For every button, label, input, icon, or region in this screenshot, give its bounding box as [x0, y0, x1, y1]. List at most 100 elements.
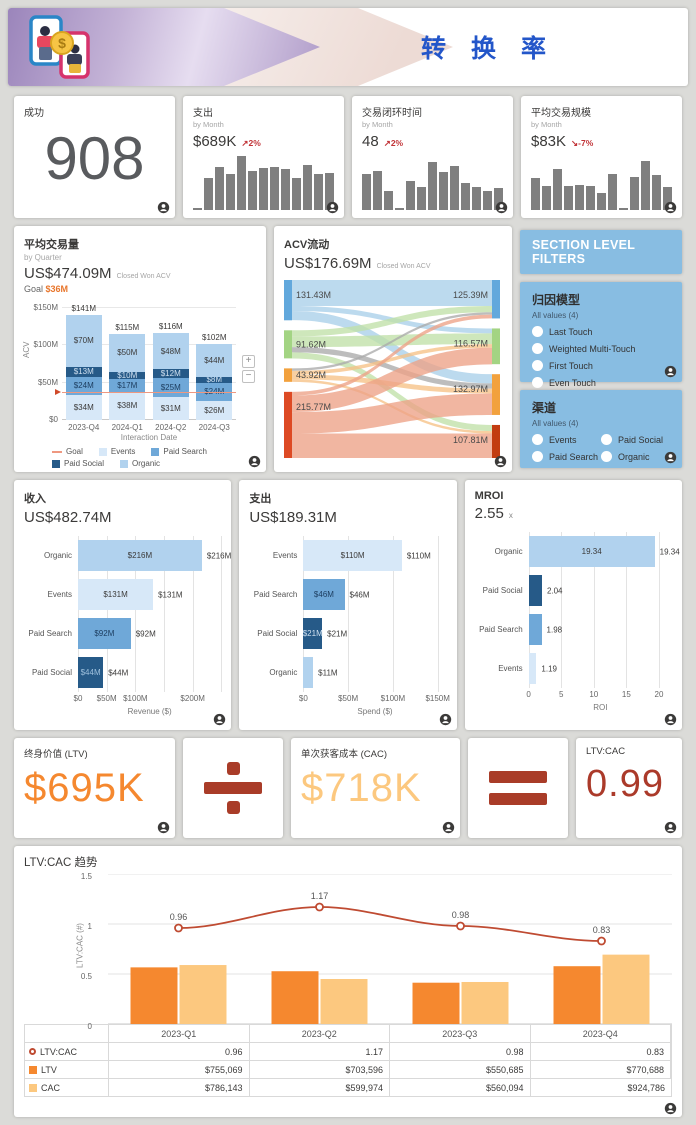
radio-button[interactable] [601, 434, 612, 445]
spark-bar[interactable] [384, 191, 393, 210]
zoom-out-button[interactable]: − [242, 370, 255, 384]
ratio-point[interactable] [174, 923, 183, 933]
spark-bar[interactable] [193, 207, 202, 210]
spark-bar[interactable] [564, 185, 573, 210]
bar[interactable] [528, 653, 537, 684]
person-icon[interactable] [664, 1102, 677, 1115]
ratio-point[interactable] [315, 902, 324, 912]
person-icon[interactable] [326, 201, 339, 214]
bar-segment-events[interactable]: $34M [65, 394, 102, 420]
ltv-bar[interactable] [271, 971, 319, 1024]
bar-segment-organic[interactable]: $50M [109, 334, 146, 372]
bar[interactable]: 19.34 [528, 536, 655, 567]
spark-bar[interactable] [215, 166, 224, 210]
sankey-flow[interactable] [292, 306, 492, 337]
spark-bar[interactable] [428, 162, 437, 210]
bar[interactable] [528, 575, 542, 606]
spark-bar[interactable] [417, 186, 426, 210]
ratio-line[interactable] [178, 906, 602, 942]
sankey-node[interactable] [492, 280, 500, 319]
spark-bar[interactable] [314, 174, 323, 210]
spark-bar[interactable] [325, 172, 334, 210]
person-icon[interactable] [664, 451, 677, 464]
sankey-flow[interactable] [292, 347, 492, 413]
sankey-flow[interactable] [292, 280, 492, 307]
spark-bar[interactable] [362, 174, 371, 210]
sankey-flow[interactable] [292, 344, 492, 375]
person-icon[interactable] [495, 201, 508, 214]
bar-segment-paid-search[interactable]: $24M [196, 382, 233, 401]
spark-bar[interactable] [575, 185, 584, 210]
zoom-in-button[interactable]: + [242, 355, 255, 369]
spark-bar[interactable] [270, 167, 279, 210]
stacked-bar-2024-Q1[interactable]: $38M $17M $10M $50M $115M [109, 323, 146, 420]
bar-chart-plot[interactable]: 19.34 19.34 2.04 1.98 1.19 [528, 532, 680, 688]
bar-segment-paid-social[interactable]: $10M [109, 371, 146, 379]
person-icon[interactable] [439, 713, 452, 726]
deal-size-sparkline-chart[interactable] [531, 152, 672, 210]
spark-bar[interactable] [494, 187, 503, 210]
sankey-flow[interactable] [292, 314, 492, 396]
spark-bar[interactable] [395, 207, 404, 210]
spark-bar[interactable] [641, 160, 650, 210]
spark-bar[interactable] [373, 170, 382, 210]
cac-bar[interactable] [179, 965, 227, 1024]
filter-option-weighted-multi-touch[interactable]: Weighted Multi-Touch [532, 343, 670, 354]
spark-bar[interactable] [483, 190, 492, 210]
stacked-bar-2024-Q3[interactable]: $26M $24M $8M $44M $102M [196, 333, 233, 420]
bar[interactable]: $216M [78, 540, 202, 571]
spark-bar[interactable] [663, 186, 672, 210]
stacked-bar-2023-Q4[interactable]: $34M $24M $13M $70M $141M [65, 304, 102, 420]
bar[interactable] [528, 614, 542, 645]
radio-button[interactable] [532, 451, 543, 462]
bar-segment-organic[interactable]: $48M [152, 333, 189, 370]
ltv-bar[interactable] [412, 982, 460, 1024]
bar-segment-events[interactable]: $26M [196, 400, 233, 420]
spark-bar[interactable] [461, 182, 470, 210]
sankey-node[interactable] [492, 328, 500, 365]
spark-bar[interactable] [259, 167, 268, 210]
bar-segment-events[interactable]: $38M [109, 391, 146, 420]
spark-bar[interactable] [630, 176, 639, 210]
person-icon[interactable] [664, 365, 677, 378]
ratio-point[interactable] [456, 921, 465, 931]
spark-bar[interactable] [248, 170, 257, 210]
radio-button[interactable] [532, 326, 543, 337]
spark-bar[interactable] [281, 169, 290, 210]
sankey-node[interactable] [284, 368, 292, 382]
ratio-point[interactable] [597, 936, 606, 946]
spark-bar[interactable] [597, 192, 606, 210]
sankey-node[interactable] [284, 391, 292, 458]
spark-bar[interactable] [586, 185, 595, 210]
spend-sparkline-chart[interactable] [193, 152, 334, 210]
sankey-node[interactable] [284, 330, 292, 359]
spark-bar[interactable] [204, 178, 213, 210]
person-icon[interactable] [442, 821, 455, 834]
person-icon[interactable] [248, 455, 261, 468]
spark-bar[interactable] [226, 174, 235, 210]
sankey-node[interactable] [284, 280, 292, 321]
cac-bar[interactable] [461, 981, 509, 1024]
bar-segment-paid-search[interactable]: $17M [109, 378, 146, 392]
sankey-flow[interactable] [292, 347, 492, 389]
sankey-diagram[interactable]: 131.43M 91.62M 43.92M 215.77M 125.39M 116.57M… [284, 280, 500, 459]
radio-button[interactable] [532, 377, 543, 388]
stacked-bar-2024-Q2[interactable]: $31M $25M $12M $48M $116M [152, 322, 189, 420]
bar[interactable]: $44M [78, 657, 104, 688]
ltv-bar[interactable] [553, 966, 601, 1024]
bar-chart-plot[interactable]: $216M $216M $131M $131M $92M $92M $44M $44M [78, 536, 231, 692]
bar-segment-organic[interactable]: $70M [65, 314, 102, 368]
sankey-node[interactable] [492, 424, 500, 458]
spark-bar[interactable] [531, 178, 540, 210]
spark-bar[interactable] [472, 186, 481, 210]
spark-bar[interactable] [608, 174, 617, 210]
person-icon[interactable] [664, 201, 677, 214]
radio-button[interactable] [532, 343, 543, 354]
bar-chart-plot[interactable]: $110M $110M $46M $46M $21M $21M $11M [303, 536, 446, 692]
radio-button[interactable] [532, 360, 543, 371]
spark-bar[interactable] [439, 171, 448, 210]
stacked-column-chart[interactable]: $0 $50M $100M $150M ACV $34M $24M $13M $70M $141M… [22, 303, 255, 424]
bar-segment-paid-social[interactable]: $13M [65, 367, 102, 377]
filter-option-last-touch[interactable]: Last Touch [532, 326, 670, 337]
filter-option-organic[interactable]: Organic [601, 451, 670, 462]
